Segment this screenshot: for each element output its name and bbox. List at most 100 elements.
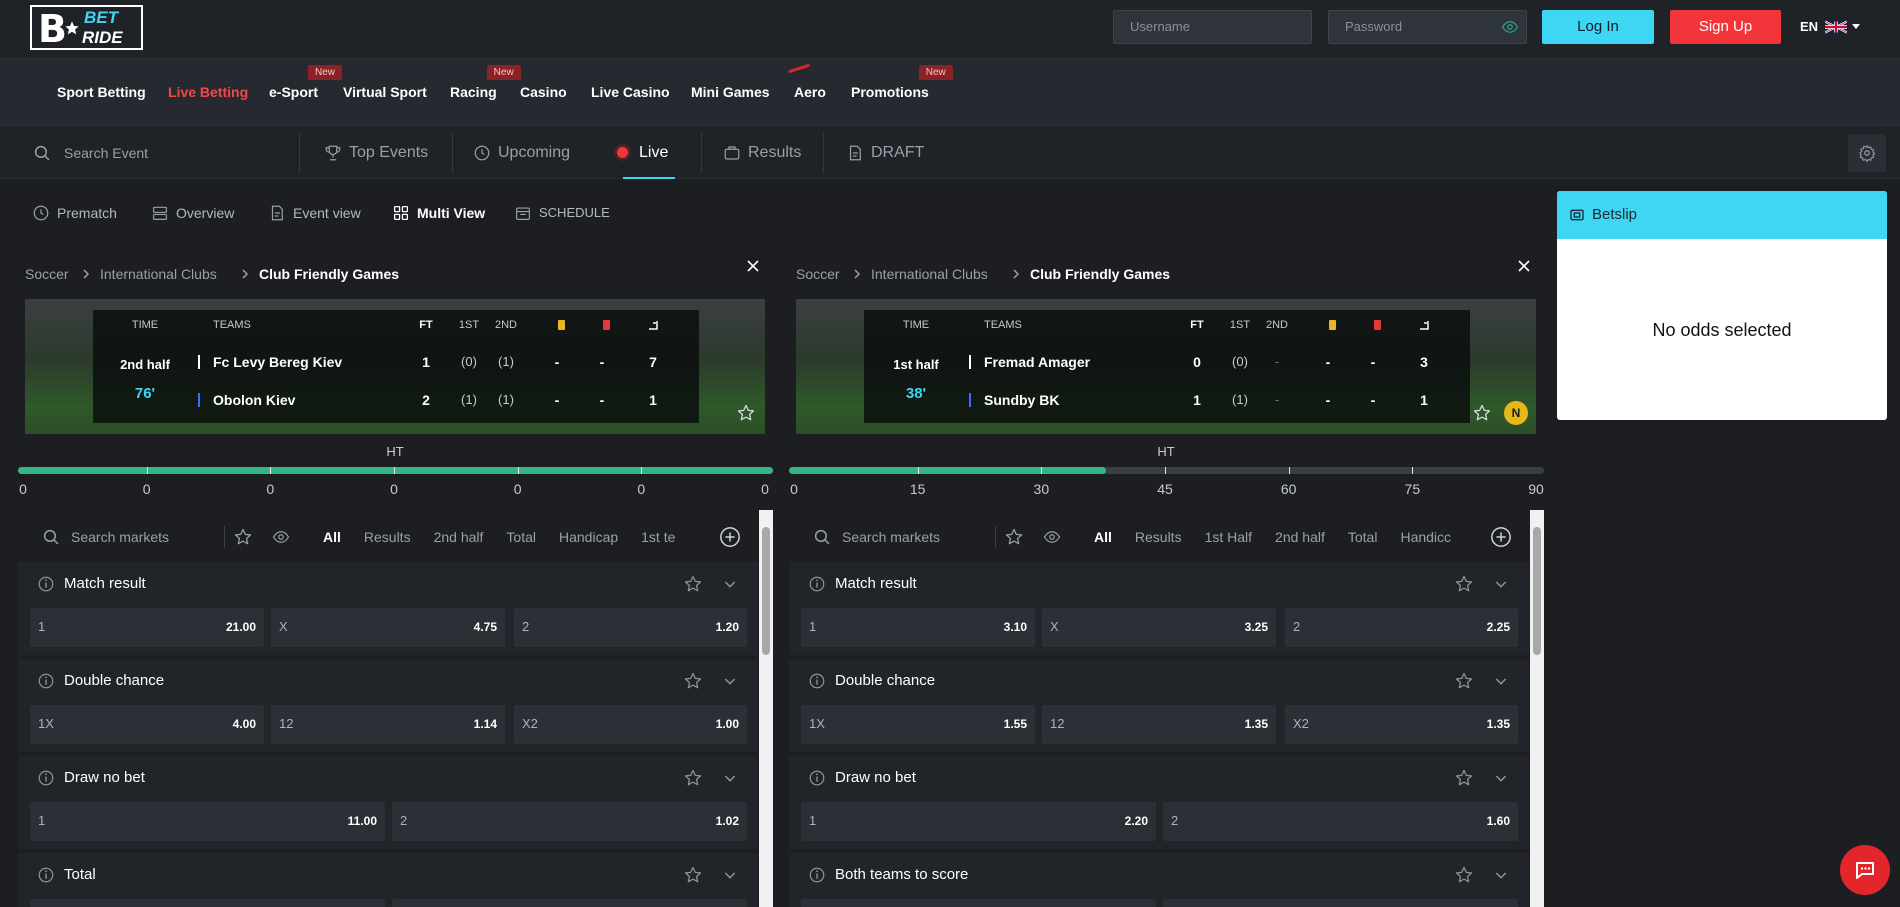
nav-item[interactable]: Virtual Sport xyxy=(343,81,427,103)
close-panel[interactable] xyxy=(746,259,760,273)
close-panel[interactable] xyxy=(1517,259,1531,273)
odds-button[interactable]: 2 1.20 xyxy=(514,608,747,647)
odds-button[interactable]: 2 2.25 xyxy=(1285,608,1518,647)
market-favorite[interactable] xyxy=(684,575,703,594)
language[interactable]: EN xyxy=(1800,19,1819,34)
subnav-tab[interactable]: DRAFT xyxy=(871,144,925,161)
view-tab[interactable]: Event view xyxy=(293,205,361,221)
username-input[interactable] xyxy=(1113,10,1312,44)
score-cell: - xyxy=(1370,392,1376,408)
market-eye[interactable] xyxy=(272,528,290,546)
nav-item[interactable]: Promotions New xyxy=(851,65,953,103)
breadcrumb[interactable]: International Clubs xyxy=(871,266,988,282)
icon-shape xyxy=(809,576,825,592)
yellow-card xyxy=(1329,320,1336,330)
breadcrumb[interactable]: Soccer xyxy=(796,266,840,282)
odds-button[interactable]: 1X 4.00 xyxy=(30,705,264,744)
chat-button[interactable] xyxy=(1840,845,1890,895)
market-filter[interactable]: Results xyxy=(363,529,411,545)
market-favorite[interactable] xyxy=(1455,575,1474,594)
market-filter[interactable]: All xyxy=(1094,529,1112,545)
market-filter[interactable]: 2nd half xyxy=(1275,529,1325,545)
odds-button[interactable]: X2 1.35 xyxy=(1285,705,1518,744)
nav-item[interactable]: Aero xyxy=(788,63,826,103)
market-filter[interactable]: Handicap xyxy=(558,529,619,545)
market-favorite[interactable] xyxy=(684,769,703,788)
odds-button[interactable]: 1 21.00 xyxy=(30,608,264,647)
event-panel: Soccer International Clubs Club Friendly G… xyxy=(789,250,1544,907)
favorite[interactable] xyxy=(737,404,756,423)
breadcrumb[interactable]: International Clubs xyxy=(100,266,217,282)
market-toggle[interactable] xyxy=(1493,867,1509,883)
subnav-tab[interactable]: Upcoming xyxy=(498,144,571,161)
market-favorite[interactable] xyxy=(1455,866,1474,885)
market-toggle[interactable] xyxy=(1493,770,1509,786)
odds-button[interactable]: 2 1.02 xyxy=(392,802,747,841)
view-tab[interactable]: SCHEDULE xyxy=(539,205,610,220)
nav-item[interactable]: Racing New xyxy=(450,65,521,103)
odds-button[interactable]: X 4.75 xyxy=(271,608,505,647)
view-tab[interactable]: Multi View xyxy=(417,205,486,221)
odds-button[interactable]: 1 3.10 xyxy=(801,608,1035,647)
add-market[interactable] xyxy=(719,526,741,548)
timeline-tick xyxy=(146,467,148,474)
market-filter[interactable]: Handicc xyxy=(1400,529,1452,545)
odds-button[interactable]: 1X 1.55 xyxy=(801,705,1035,744)
password-input[interactable] xyxy=(1328,10,1527,44)
nav-item[interactable]: Live Casino xyxy=(591,81,670,103)
nav-label: Casino xyxy=(520,84,567,100)
odds-button[interactable] xyxy=(392,899,747,907)
view-tab[interactable]: Prematch xyxy=(57,205,117,221)
market-search[interactable]: Search markets xyxy=(842,529,941,545)
odds-button[interactable]: 12 1.35 xyxy=(1042,705,1276,744)
market-filter[interactable]: 1st Half xyxy=(1204,529,1253,545)
settings-button[interactable] xyxy=(1848,134,1886,172)
nav-item[interactable]: Live Betting xyxy=(168,81,248,103)
market-search[interactable]: Search markets xyxy=(71,529,170,545)
odds-button[interactable]: X 3.25 xyxy=(1042,608,1276,647)
score-header: TIME xyxy=(902,319,930,331)
odds-button[interactable]: 1 2.20 xyxy=(801,802,1156,841)
subnav-tab[interactable]: Top Events xyxy=(349,144,429,161)
market-filter[interactable]: All xyxy=(323,529,341,545)
market-toggle[interactable] xyxy=(722,770,738,786)
nav-item[interactable]: Casino xyxy=(520,81,567,103)
signup-button[interactable]: Sign Up xyxy=(1670,10,1781,44)
subnav-tab[interactable]: Results xyxy=(748,144,802,161)
market-toggle[interactable] xyxy=(722,673,738,689)
add-market[interactable] xyxy=(1490,526,1512,548)
market-eye[interactable] xyxy=(1043,528,1061,546)
market-toggle[interactable] xyxy=(1493,673,1509,689)
market-toggle[interactable] xyxy=(722,867,738,883)
odds-button[interactable]: 2 1.60 xyxy=(1163,802,1518,841)
nav-item[interactable]: Sport Betting xyxy=(57,81,146,103)
market-toggle[interactable] xyxy=(722,576,738,592)
market-filter[interactable]: Total xyxy=(506,529,536,545)
market-favorites[interactable] xyxy=(234,528,253,547)
market-filter[interactable]: 1st te xyxy=(641,529,676,545)
odds-button[interactable] xyxy=(30,899,385,907)
market-favorites[interactable] xyxy=(1005,528,1024,547)
market-toggle[interactable] xyxy=(1493,576,1509,592)
search-event[interactable]: Search Event xyxy=(64,145,149,161)
breadcrumb[interactable]: Soccer xyxy=(25,266,69,282)
odds-button[interactable] xyxy=(1163,899,1518,907)
icon-shape xyxy=(1005,528,1023,545)
market-favorite[interactable] xyxy=(1455,672,1474,691)
market-filter[interactable]: Results xyxy=(1134,529,1182,545)
market-favorite[interactable] xyxy=(684,866,703,885)
login-button[interactable]: Log In xyxy=(1542,10,1654,44)
nav-item[interactable]: Mini Games xyxy=(691,81,770,103)
odds-button[interactable] xyxy=(801,899,1156,907)
market-filter[interactable]: 2nd half xyxy=(433,529,484,545)
favorite[interactable] xyxy=(1473,404,1492,423)
market-filter[interactable]: Total xyxy=(1347,529,1378,545)
market-favorite[interactable] xyxy=(684,672,703,691)
nav-item[interactable]: e-Sport New xyxy=(269,65,342,103)
odds-button[interactable]: X2 1.00 xyxy=(514,705,747,744)
view-tab[interactable]: Overview xyxy=(176,205,235,221)
subnav-tab[interactable]: Live xyxy=(639,144,669,161)
market-favorite[interactable] xyxy=(1455,769,1474,788)
odds-button[interactable]: 1 11.00 xyxy=(30,802,385,841)
odds-button[interactable]: 12 1.14 xyxy=(271,705,505,744)
